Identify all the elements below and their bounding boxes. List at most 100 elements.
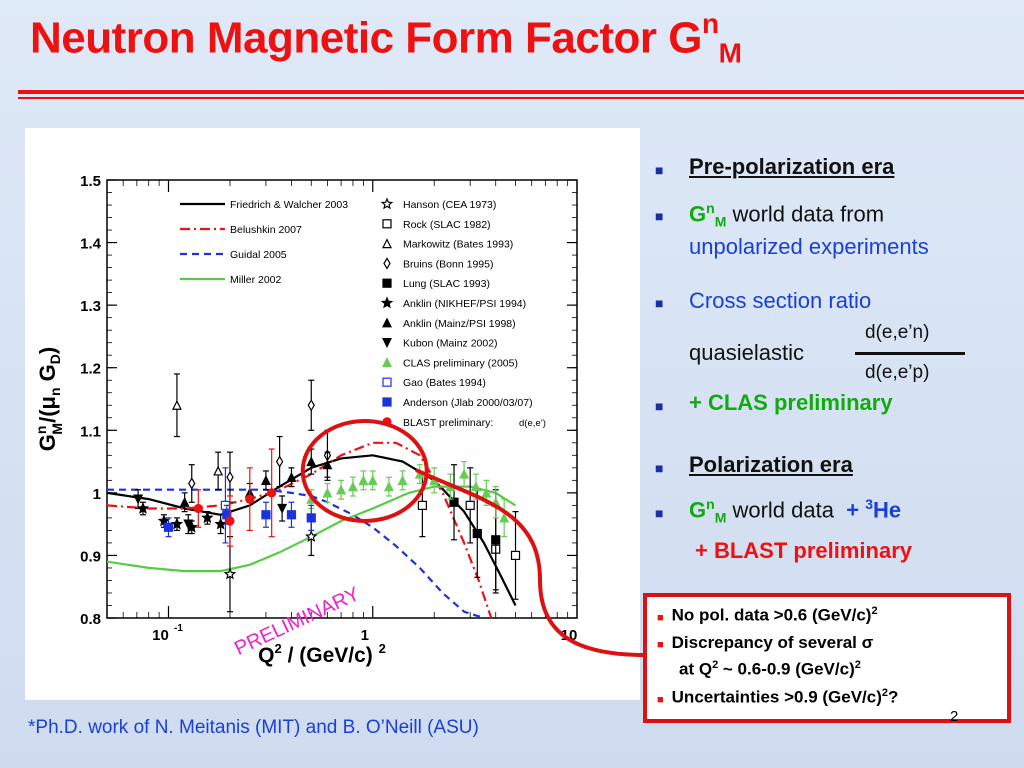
point-bruins-bonn-1995 <box>307 399 315 412</box>
legend-label: Anklin (NIKHEF/PSI 1994) <box>403 298 526 310</box>
legend-label: Belushkin 2007 <box>230 224 302 236</box>
callout-item-no-pol: ■ No pol. data >0.6 (GeV/c)2 <box>657 605 878 625</box>
x-tick-label: 10 <box>561 627 578 644</box>
callout-item-discrepancy: ■ Discrepancy of several σ <box>657 633 874 652</box>
bullet-clas-prelim: + CLAS preliminary <box>689 390 893 415</box>
legend-marker <box>382 397 392 407</box>
point-clas-preliminary-2005 <box>347 481 358 492</box>
legend-label: BLAST preliminary: <box>403 417 493 429</box>
legend-label: Bruins (Bonn 1995) <box>403 258 493 270</box>
bullet-world-data: GnM world data from <box>689 200 885 230</box>
legend-label: Friedrich & Walcher 2003 <box>230 199 348 211</box>
bullet-polarization-era: Polarization era <box>689 452 853 477</box>
legend-label: Lung (SLAC 1993) <box>403 278 490 290</box>
bullet-marker: ■ <box>655 295 664 311</box>
point-anderson-jlab-2000-03-07 <box>286 510 297 520</box>
point-clas-preliminary-2005 <box>459 468 470 479</box>
bullet-unpolarized: unpolarized experiments <box>689 234 929 259</box>
legend-label: Gao (Bates 1994) <box>403 377 486 389</box>
point-lung-slac-1993 <box>491 535 501 545</box>
legend-marker <box>382 219 392 229</box>
point-kubon-mainz-2002 <box>277 503 288 514</box>
slide-title: Neutron Magnetic Form Factor GnM <box>30 8 742 69</box>
point-bruins-bonn-1995 <box>226 471 234 484</box>
point-kubon-mainz-2002 <box>133 494 144 505</box>
y-axis-label: GnM/(μn GD) <box>33 347 65 452</box>
bullet-marker: ■ <box>655 398 664 414</box>
point-anklin-mainz-psi-1998 <box>322 459 333 470</box>
bullet-cross-section: Cross section ratio <box>689 288 872 313</box>
chart-panel: 0.8 0.9 1 1.1 1.2 1.3 1.4 1.5 10 -1 1 10 Q2 / (GeV/c… <box>25 128 640 700</box>
point-clas-preliminary-2005 <box>397 475 408 485</box>
point-anklin-mainz-psi-1998 <box>286 471 297 482</box>
bullet-pre-polarization: Pre-polarization era <box>689 154 895 179</box>
y-tick-label: 1.3 <box>80 298 101 315</box>
legend-marker <box>382 278 392 288</box>
point-lung-slac-1993 <box>472 528 482 539</box>
point-clas-preliminary-2005 <box>499 512 510 523</box>
legend-label: Markowitz (Bates 1993) <box>403 239 513 251</box>
footnote: *Ph.D. work of N. Meitanis (MIT) and B. … <box>28 717 479 738</box>
fraction-bar <box>855 352 965 355</box>
y-tick-label: 0.8 <box>80 611 101 628</box>
legend-marker <box>382 238 392 249</box>
point-anderson-jlab-2000-03-07 <box>306 513 316 523</box>
point-markowitz-bates-1993 <box>171 399 182 410</box>
x-tick-label: 10 <box>152 627 169 644</box>
point-anklin-mainz-psi-1998 <box>306 456 317 467</box>
point-clas-preliminary-2005 <box>367 475 378 485</box>
point-clas-preliminary-2005 <box>358 475 369 485</box>
point-bruins-bonn-1995 <box>188 477 196 490</box>
legend-label: Kubon (Mainz 2002) <box>403 338 498 350</box>
y-tick-label: 1.5 <box>80 173 101 190</box>
point-anklin-mainz-psi-1998 <box>260 475 271 485</box>
point-anklin-nikhef-psi-1994 <box>214 517 227 530</box>
ratio-numerator: d(e,e’n) <box>865 322 930 343</box>
y-tick-label: 1.4 <box>80 236 102 253</box>
y-tick-label: 0.9 <box>80 548 101 565</box>
x-tick-exponent: -1 <box>174 623 183 634</box>
legend-label: Hanson (CEA 1973) <box>403 199 496 211</box>
quasielastic-label: quasielastic <box>689 340 804 365</box>
legend-label: CLAS preliminary (2005) <box>403 357 518 369</box>
callout-item-q2-range: at Q2 ~ 0.6-0.9 (GeV/c)2 <box>679 659 861 679</box>
bullet-marker: ■ <box>655 208 664 224</box>
legend-label: Anklin (Mainz/PSI 1998) <box>403 318 516 330</box>
legend-label: Miller 2002 <box>230 274 282 286</box>
legend-extra-label: d(e,e’) <box>519 418 546 429</box>
point-clas-preliminary-2005 <box>336 484 347 495</box>
page-number: 2 <box>950 708 959 725</box>
bullet-world-data-he3: GnM world data + 3He <box>689 496 902 526</box>
callout-box: ■ No pol. data >0.6 (GeV/c)2 ■ Discrepancy… <box>643 593 1011 723</box>
y-tick-label: 1.1 <box>80 423 101 440</box>
point-hanson-cea-1973 <box>223 567 237 580</box>
point-kubon-mainz-2002 <box>183 519 194 530</box>
point-clas-preliminary-2005 <box>490 496 501 507</box>
y-tick-label: 1.2 <box>80 361 101 378</box>
point-clas-preliminary-2005 <box>322 487 333 498</box>
plot-frame <box>106 179 578 619</box>
point-rock-slac-1982 <box>417 500 427 510</box>
callout-item-uncertainties: ■ Uncertainties >0.9 (GeV/c)2? <box>657 687 899 707</box>
bullet-marker: ■ <box>655 162 664 178</box>
legend-marker <box>382 357 392 367</box>
legend-marker <box>380 197 394 210</box>
bullet-marker: ■ <box>655 460 664 476</box>
point-rock-slac-1982 <box>465 500 475 510</box>
legend-marker <box>382 377 392 387</box>
title-rule-thin <box>18 97 1024 99</box>
curve-guidal-2005 <box>107 488 485 618</box>
point-anklin-nikhef-psi-1994 <box>201 511 214 524</box>
legend-label: Anderson (Jlab 2000/03/07) <box>403 397 533 409</box>
point-clas-preliminary-2005 <box>383 481 394 492</box>
y-tick-label: 1 <box>93 486 101 503</box>
x-axis-label: Q2 / (GeV/c) 2 <box>258 641 386 667</box>
point-anklin-nikhef-psi-1994 <box>136 501 150 514</box>
legend-label: Guidal 2005 <box>230 249 287 261</box>
ratio-denominator: d(e,e’p) <box>865 362 930 383</box>
point-anklin-mainz-psi-1998 <box>179 496 190 507</box>
x-tick-label: 1 <box>361 627 369 644</box>
point-anklin-nikhef-psi-1994 <box>170 517 184 530</box>
form-factor-chart: 0.8 0.9 1 1.1 1.2 1.3 1.4 1.5 10 -1 1 10 Q2 / (GeV/c… <box>33 173 578 667</box>
point-markowitz-bates-1993 <box>213 465 224 476</box>
